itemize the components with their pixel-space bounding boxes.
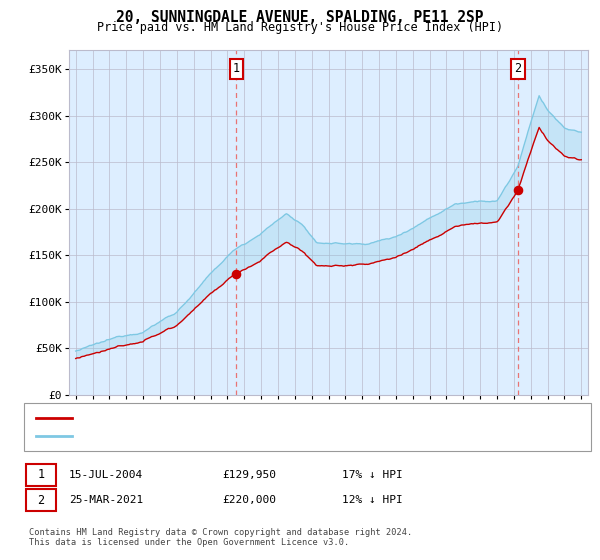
Text: 20, SUNNINGDALE AVENUE, SPALDING, PE11 2SP: 20, SUNNINGDALE AVENUE, SPALDING, PE11 2… — [116, 10, 484, 25]
Text: 2: 2 — [37, 493, 44, 507]
Text: 1: 1 — [233, 63, 240, 76]
Text: Contains HM Land Registry data © Crown copyright and database right 2024.
This d: Contains HM Land Registry data © Crown c… — [29, 528, 412, 547]
Point — [513, 185, 523, 194]
Text: Price paid vs. HM Land Registry's House Price Index (HPI): Price paid vs. HM Land Registry's House … — [97, 21, 503, 34]
Point — [232, 269, 241, 278]
Text: £129,950: £129,950 — [222, 470, 276, 480]
Text: 2: 2 — [514, 63, 521, 76]
Text: 12% ↓ HPI: 12% ↓ HPI — [342, 495, 403, 505]
Text: 17% ↓ HPI: 17% ↓ HPI — [342, 470, 403, 480]
Text: 1: 1 — [37, 468, 44, 482]
Text: 25-MAR-2021: 25-MAR-2021 — [69, 495, 143, 505]
Text: £220,000: £220,000 — [222, 495, 276, 505]
Text: HPI: Average price, detached house, South Holland: HPI: Average price, detached house, Sout… — [81, 431, 400, 441]
Text: 15-JUL-2004: 15-JUL-2004 — [69, 470, 143, 480]
Text: 20, SUNNINGDALE AVENUE, SPALDING, PE11 2SP (detached house): 20, SUNNINGDALE AVENUE, SPALDING, PE11 2… — [81, 413, 464, 423]
